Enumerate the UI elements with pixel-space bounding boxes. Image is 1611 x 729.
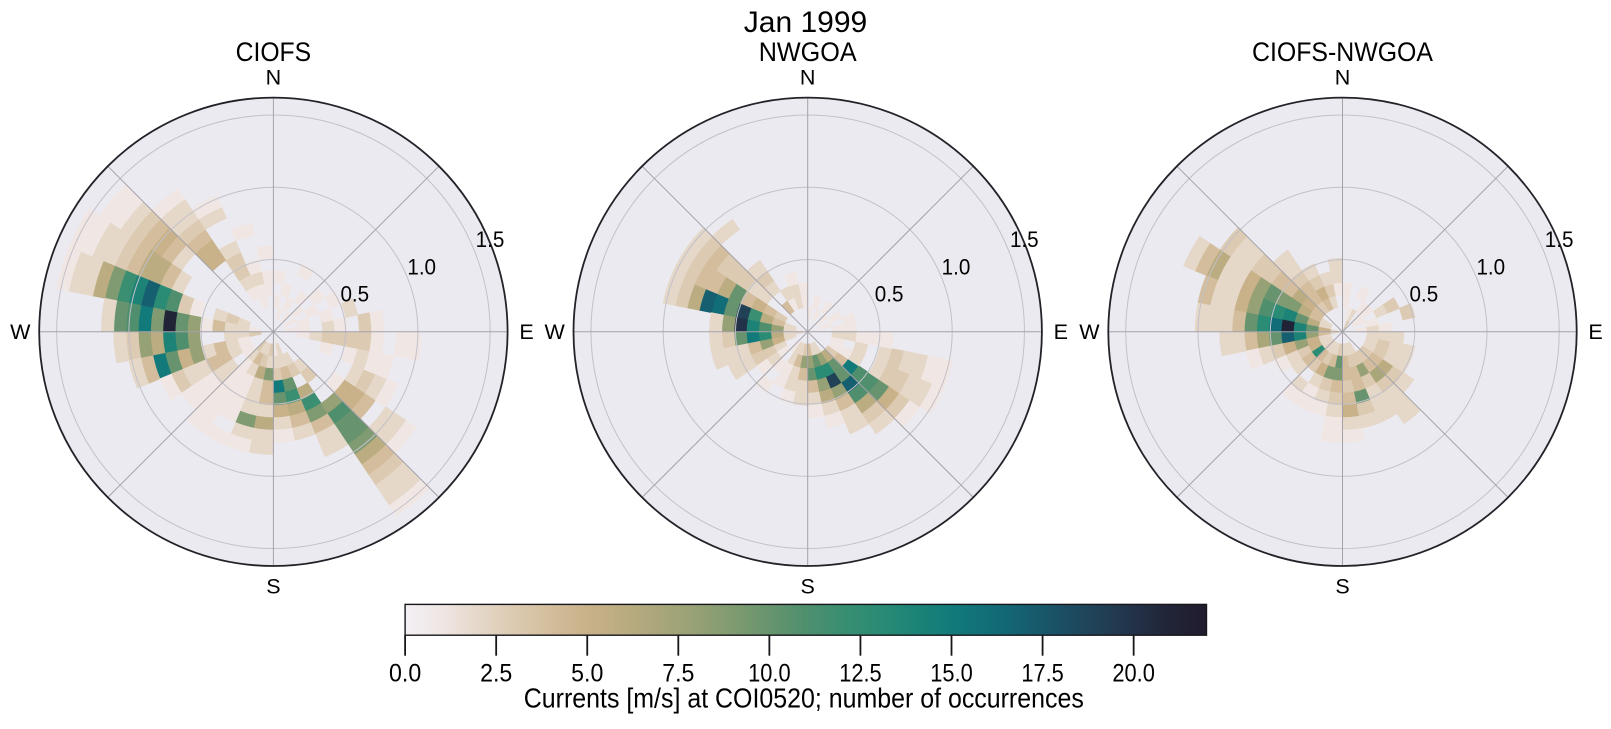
svg-text:12.5: 12.5 [839,659,882,687]
svg-text:2.5: 2.5 [480,659,512,687]
svg-text:CIOFS-NWGOA: CIOFS-NWGOA [1252,37,1433,67]
svg-text:N: N [266,65,282,89]
svg-text:1.0: 1.0 [407,254,436,279]
svg-text:17.5: 17.5 [1021,659,1064,687]
svg-text:0.0: 0.0 [389,659,421,687]
svg-text:Currents [m/s] at COI0520; num: Currents [m/s] at COI0520; number of occ… [524,683,1084,714]
svg-text:CIOFS: CIOFS [236,37,312,67]
svg-text:N: N [800,65,816,89]
svg-text:Jan 1999: Jan 1999 [744,6,867,39]
svg-text:S: S [801,574,815,598]
svg-text:E: E [1588,320,1602,344]
svg-text:20.0: 20.0 [1112,659,1155,687]
svg-text:1.5: 1.5 [1545,227,1574,252]
svg-text:0.5: 0.5 [1410,282,1439,307]
svg-text:E: E [1054,320,1068,344]
svg-text:W: W [1079,320,1100,344]
svg-text:15.0: 15.0 [930,659,973,687]
svg-text:S: S [266,574,280,598]
svg-text:E: E [519,320,533,344]
svg-text:0.5: 0.5 [340,282,369,307]
svg-text:W: W [544,320,565,344]
svg-text:10.0: 10.0 [748,659,791,687]
svg-text:5.0: 5.0 [571,659,603,687]
svg-text:N: N [1335,65,1351,89]
svg-text:1.0: 1.0 [942,254,971,279]
svg-text:1.5: 1.5 [476,227,505,252]
svg-text:NWGOA: NWGOA [759,37,857,67]
svg-text:1.0: 1.0 [1476,254,1505,279]
svg-text:7.5: 7.5 [662,659,694,687]
svg-text:W: W [10,320,31,344]
svg-text:0.5: 0.5 [875,282,904,307]
svg-text:S: S [1335,574,1349,598]
svg-text:1.5: 1.5 [1010,227,1039,252]
